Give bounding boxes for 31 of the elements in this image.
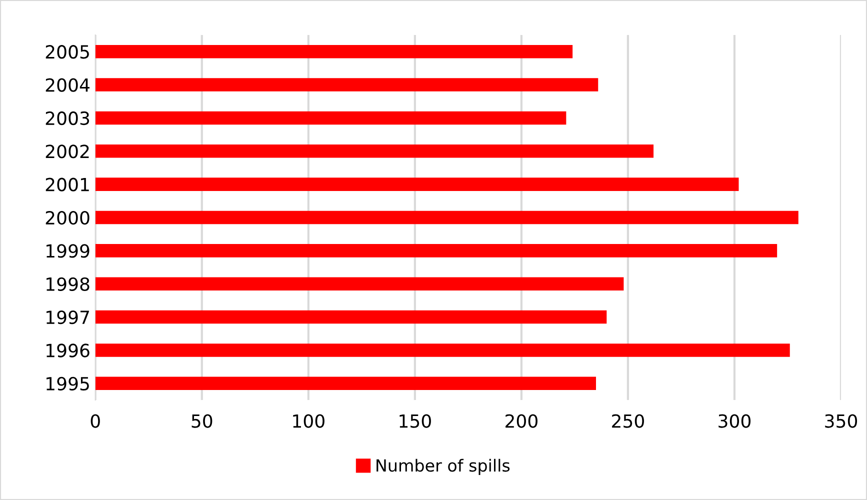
x-tick-label: 100 — [293, 414, 324, 428]
y-tick-label: 2004 — [46, 78, 90, 92]
bar — [95, 376, 596, 390]
bar — [95, 244, 778, 258]
bar — [95, 144, 654, 158]
x-tick-label: 350 — [825, 414, 858, 428]
bar — [95, 277, 624, 290]
y-tick-label: 2000 — [46, 210, 90, 225]
y-tick-label: 2005 — [46, 45, 89, 59]
x-tick-label: 50 — [192, 414, 212, 428]
y-tick-label: 2003 — [46, 111, 90, 126]
y-tick-label: 1997 — [46, 310, 89, 324]
y-tick-label: 2001 — [46, 178, 89, 192]
y-tick-label: 1998 — [46, 277, 90, 291]
x-tick-label: 250 — [612, 414, 644, 428]
y-tick-label: 1999 — [46, 244, 90, 258]
bar — [95, 310, 607, 324]
bar — [95, 111, 566, 125]
bar — [95, 344, 790, 357]
x-tick-label: 300 — [718, 414, 751, 428]
y-tick-label: 1995 — [46, 376, 89, 391]
bar — [95, 210, 798, 224]
legend-label: Number of spills — [376, 458, 510, 475]
bar — [95, 78, 598, 92]
x-tick-label: 200 — [506, 414, 538, 428]
y-tick-label: 2002 — [46, 144, 89, 158]
bar — [95, 44, 573, 58]
x-tick-label: 150 — [400, 414, 431, 428]
y-tick-label: 1996 — [46, 344, 90, 358]
bar — [95, 178, 739, 191]
x-tick-label: 0 — [90, 414, 100, 428]
